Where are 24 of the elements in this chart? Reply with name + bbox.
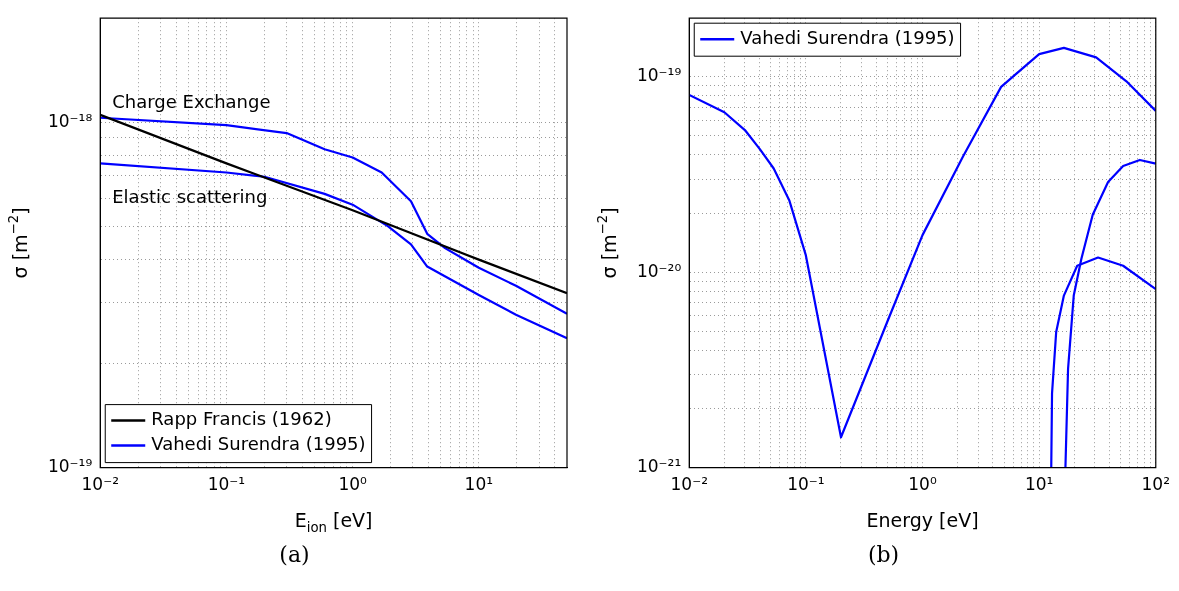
x-tick-label: 10⁻²: [670, 474, 708, 495]
y-tick-label: 10⁻¹⁸: [47, 110, 93, 131]
x-tick-label: 10¹: [1024, 474, 1054, 495]
x-tick-label: 10¹: [464, 474, 494, 495]
y-tick-label: 10⁻²¹: [636, 456, 682, 477]
x-axis-title: Energy [eV]: [866, 508, 979, 531]
annotation: Elastic scattering: [112, 185, 268, 207]
y-axis-title: σ [m−2]: [594, 207, 620, 279]
x-tick-label: 10⁰: [338, 474, 368, 495]
y-tick-label: 10⁻¹⁹: [47, 456, 93, 477]
text: (a): [278, 542, 311, 567]
x-tick-label: 10⁻¹: [207, 474, 246, 495]
x-tick-label: 10²: [1141, 474, 1170, 495]
y-tick-label: 10⁻²⁰: [636, 260, 682, 281]
x-tick-label: 10⁻²: [81, 474, 119, 495]
legend-label: Vahedi Surendra (1995): [151, 433, 366, 455]
annotation: Charge Exchange: [112, 91, 271, 113]
y-axis-title: σ [m−2]: [5, 207, 31, 279]
legend-label: Vahedi Surendra (1995): [740, 26, 955, 48]
legend-label: Rapp Francis (1962): [151, 408, 332, 430]
x-tick-label: 10⁰: [908, 474, 937, 495]
y-tick-label: 10⁻¹⁹: [636, 65, 682, 86]
text: (b): [866, 542, 901, 567]
x-tick-label: 10⁻¹: [787, 474, 825, 495]
